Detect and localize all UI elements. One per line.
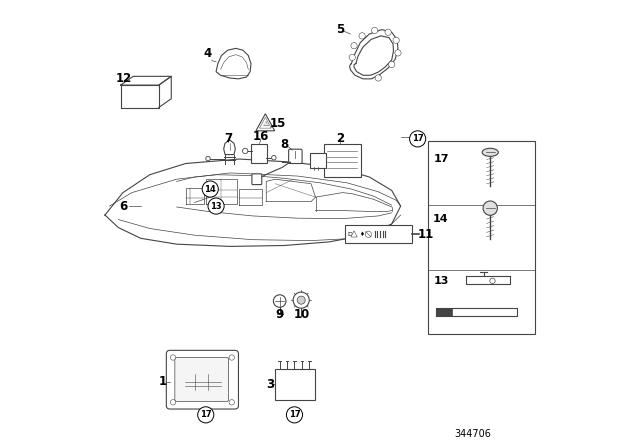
FancyBboxPatch shape [310, 153, 326, 168]
Circle shape [243, 148, 248, 154]
Text: 3: 3 [266, 378, 274, 391]
FancyBboxPatch shape [275, 369, 315, 400]
Text: 344706: 344706 [454, 429, 491, 439]
Circle shape [273, 295, 286, 307]
FancyBboxPatch shape [166, 350, 239, 409]
Text: 14: 14 [204, 185, 216, 194]
Circle shape [170, 400, 176, 405]
Circle shape [287, 407, 303, 423]
Circle shape [170, 355, 176, 360]
Circle shape [388, 61, 395, 68]
Text: 9: 9 [276, 308, 284, 321]
FancyBboxPatch shape [175, 358, 228, 401]
FancyBboxPatch shape [252, 174, 262, 185]
Text: 11: 11 [418, 228, 434, 241]
Polygon shape [224, 140, 236, 155]
Circle shape [365, 231, 372, 237]
Circle shape [349, 54, 355, 60]
Circle shape [371, 27, 378, 34]
Circle shape [483, 201, 497, 215]
Circle shape [293, 292, 309, 308]
Text: 7: 7 [224, 132, 232, 146]
Text: 17: 17 [200, 410, 212, 419]
Text: 10: 10 [294, 308, 310, 321]
Text: ⚠: ⚠ [262, 121, 268, 127]
Ellipse shape [482, 148, 499, 156]
Circle shape [490, 278, 495, 284]
Circle shape [208, 198, 224, 214]
Circle shape [229, 400, 234, 405]
FancyBboxPatch shape [289, 149, 302, 164]
Text: 14: 14 [433, 214, 449, 224]
Text: 2: 2 [336, 132, 344, 146]
Circle shape [385, 29, 391, 35]
Text: 15: 15 [269, 116, 286, 130]
Circle shape [375, 75, 381, 81]
Text: 17: 17 [433, 154, 449, 164]
FancyBboxPatch shape [251, 144, 267, 163]
Polygon shape [216, 48, 251, 79]
Text: 5: 5 [336, 22, 344, 36]
Circle shape [202, 181, 218, 197]
Circle shape [229, 355, 234, 360]
Circle shape [271, 155, 276, 160]
Text: 16: 16 [253, 130, 269, 143]
Circle shape [351, 43, 357, 49]
Text: 8: 8 [280, 138, 288, 151]
Text: 12: 12 [116, 72, 132, 85]
Text: 17: 17 [289, 410, 300, 419]
Polygon shape [260, 117, 271, 128]
Text: ♦: ♦ [359, 232, 364, 237]
Circle shape [359, 33, 365, 39]
Circle shape [297, 296, 305, 304]
Circle shape [198, 407, 214, 423]
Text: 4: 4 [203, 47, 211, 60]
Text: 6: 6 [120, 199, 128, 213]
FancyBboxPatch shape [428, 141, 535, 334]
Text: 17: 17 [412, 134, 424, 143]
Circle shape [410, 131, 426, 147]
Circle shape [393, 37, 399, 43]
FancyBboxPatch shape [324, 144, 361, 177]
Circle shape [395, 50, 401, 56]
FancyBboxPatch shape [345, 225, 412, 243]
Text: 1: 1 [158, 375, 166, 388]
Polygon shape [436, 308, 452, 316]
Text: 13: 13 [433, 276, 449, 286]
Text: D: D [348, 232, 353, 237]
Polygon shape [256, 114, 275, 131]
Circle shape [206, 156, 210, 161]
Polygon shape [351, 231, 357, 237]
Text: 13: 13 [211, 202, 222, 211]
